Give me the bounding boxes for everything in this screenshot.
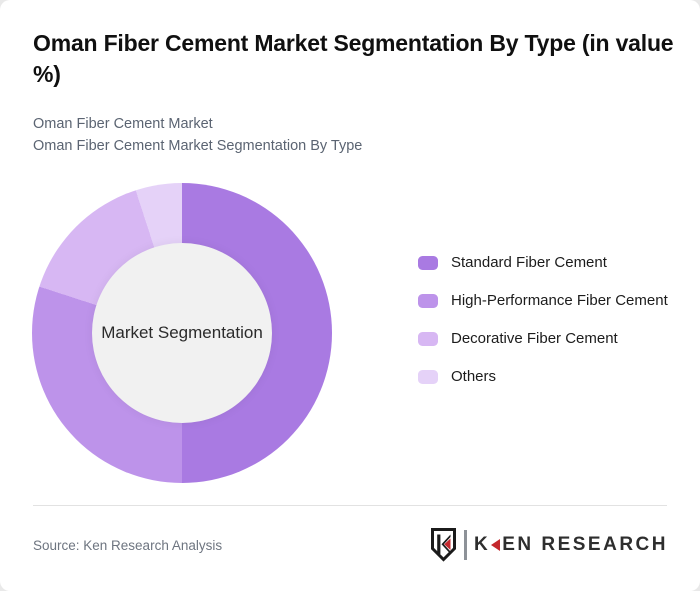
ken-research-logo: K EN RESEARCH [430, 527, 668, 562]
legend-swatch [418, 256, 438, 270]
donut-center-label: Market Segmentation [101, 323, 263, 342]
subtitle-line-2: Oman Fiber Cement Market Segmentation By… [33, 138, 363, 154]
donut-chart[interactable]: Market Segmentation [32, 183, 332, 483]
legend-label: Standard Fiber Cement [451, 254, 607, 271]
legend-item[interactable]: High-Performance Fiber Cement [418, 290, 670, 312]
ken-research-badge-icon [431, 528, 457, 562]
chart-legend: Standard Fiber Cement High-Performance Fi… [418, 252, 670, 388]
subtitle-line-1: Oman Fiber Cement Market [33, 116, 213, 132]
donut-center: Market Segmentation [92, 243, 272, 423]
subtitle-block: Oman Fiber Cement Market Oman Fiber Ceme… [33, 113, 362, 157]
legend-item[interactable]: Standard Fiber Cement [418, 252, 670, 274]
logo-wordmark: K EN RESEARCH [474, 534, 668, 556]
logo-letter-k: K [473, 533, 491, 555]
legend-swatch [418, 294, 438, 308]
legend-swatch [418, 332, 438, 346]
footer-divider [33, 505, 667, 506]
logo-rest: EN RESEARCH [502, 533, 668, 555]
legend-item[interactable]: Decorative Fiber Cement [418, 328, 670, 350]
red-triangle-icon [491, 538, 501, 551]
legend-item[interactable]: Others [418, 366, 670, 388]
source-text: Source: Ken Research Analysis [33, 538, 223, 553]
legend-label: High-Performance Fiber Cement [451, 292, 668, 309]
legend-label: Others [451, 368, 497, 385]
logo-separator [464, 529, 467, 560]
page-title: Oman Fiber Cement Market Segmentation By… [33, 30, 674, 87]
legend-swatch [418, 370, 438, 384]
legend-label: Decorative Fiber Cement [451, 330, 618, 347]
